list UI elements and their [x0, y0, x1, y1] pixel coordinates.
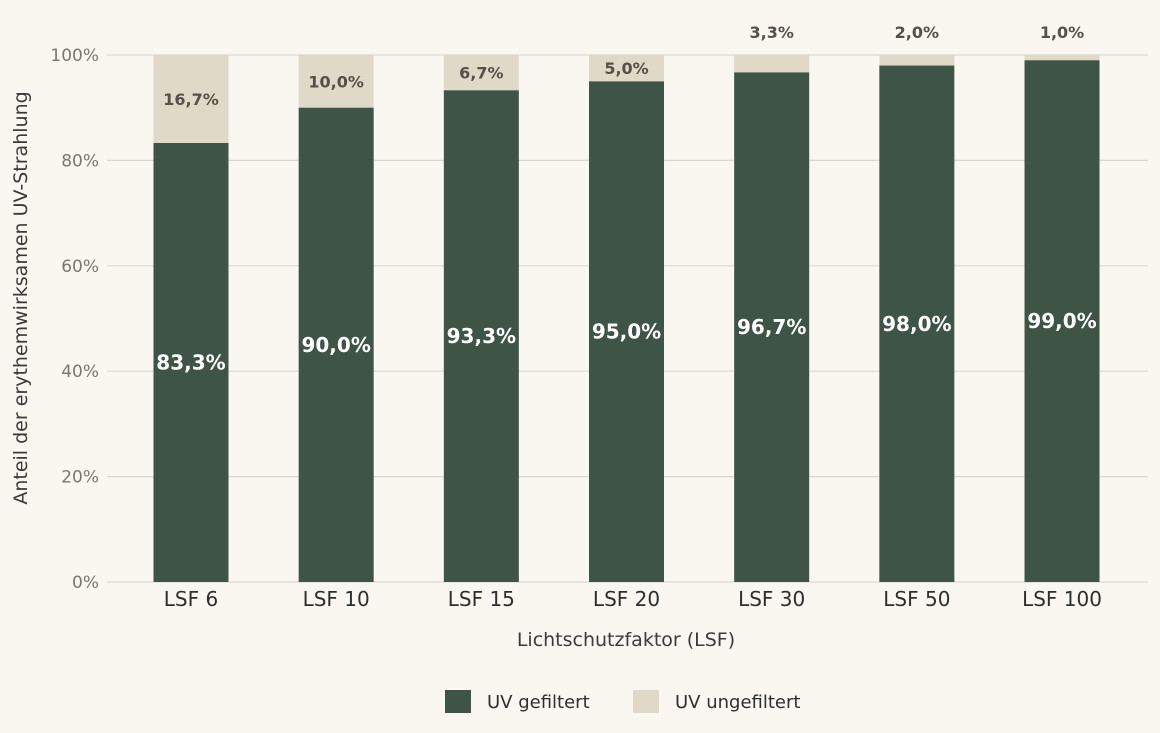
- y-tick-label: 40%: [61, 362, 99, 382]
- x-tick-label: LSF 100: [1022, 587, 1102, 611]
- bar-uv-ungefiltert: [443, 55, 519, 91]
- bar-uv-gefiltert: [298, 107, 374, 582]
- value-label-uv-gefiltert: 95,0%: [592, 320, 661, 344]
- bar-uv-gefiltert: [589, 81, 665, 582]
- x-tick-label: LSF 10: [303, 587, 370, 611]
- bar-uv-ungefiltert: [879, 55, 955, 66]
- x-axis-ticks: LSF 6 LSF 10 LSF 15 LSF 20 LSF 30 LSF 50 LSF 1…: [164, 587, 1102, 611]
- legend-label-uv-ungefiltert: UV ungefiltert: [675, 692, 800, 713]
- bar-uv-ungefiltert: [589, 55, 665, 82]
- y-tick-label: 60%: [61, 257, 99, 277]
- bar-value-labels: 83,3% 16,7% 90,0% 10,0% 93,3% 6,7% 95,0% 5,0% 96…: [156, 23, 1096, 375]
- bar-uv-gefiltert: [879, 65, 955, 583]
- x-tick-label: LSF 30: [738, 587, 805, 611]
- bar-uv-ungefiltert: [298, 55, 374, 108]
- legend: UV gefiltert UV ungefiltert: [445, 690, 800, 713]
- y-axis-title: Anteil der erythemwirksamen UV-Strahlung: [10, 91, 32, 504]
- value-label-uv-gefiltert: 99,0%: [1027, 309, 1096, 333]
- value-label-uv-gefiltert: 96,7%: [737, 315, 806, 339]
- bar-uv-gefiltert: [153, 143, 229, 582]
- bar-uv-ungefiltert: [1024, 55, 1100, 61]
- x-tick-label: LSF 15: [448, 587, 515, 611]
- value-label-uv-ungefiltert: 2,0%: [895, 23, 939, 42]
- bars: [153, 55, 1100, 583]
- value-label-uv-ungefiltert: 6,7%: [459, 64, 503, 83]
- y-tick-label: 80%: [61, 151, 99, 171]
- x-tick-label: LSF 6: [164, 587, 218, 611]
- legend-label-uv-gefiltert: UV gefiltert: [487, 692, 590, 713]
- bar-uv-ungefiltert: [153, 55, 229, 144]
- bar-uv-gefiltert: [1024, 60, 1100, 582]
- value-label-uv-gefiltert: 93,3%: [447, 324, 516, 348]
- x-tick-label: LSF 50: [883, 587, 950, 611]
- y-tick-label: 100%: [50, 46, 99, 66]
- bar-uv-ungefiltert: [734, 55, 810, 73]
- value-label-uv-gefiltert: 98,0%: [882, 312, 951, 336]
- x-tick-label: LSF 20: [593, 587, 660, 611]
- value-label-uv-ungefiltert: 3,3%: [749, 23, 793, 42]
- value-label-uv-ungefiltert: 1,0%: [1040, 23, 1084, 42]
- bar-uv-gefiltert: [734, 72, 810, 583]
- x-axis-title: Lichtschutzfaktor (LSF): [517, 629, 735, 651]
- value-label-uv-ungefiltert: 10,0%: [308, 72, 364, 91]
- value-label-uv-gefiltert: 83,3%: [156, 351, 225, 375]
- value-label-uv-ungefiltert: 16,7%: [163, 90, 219, 109]
- y-tick-label: 0%: [72, 573, 99, 593]
- legend-swatch-uv-gefiltert: [445, 690, 471, 713]
- value-label-uv-gefiltert: 90,0%: [301, 333, 370, 357]
- legend-swatch-uv-ungefiltert: [633, 690, 659, 713]
- value-label-uv-ungefiltert: 5,0%: [604, 59, 648, 78]
- y-tick-label: 20%: [61, 468, 99, 488]
- y-axis-ticks: 0% 20% 40% 60% 80% 100%: [50, 46, 99, 593]
- bar-uv-gefiltert: [443, 90, 519, 583]
